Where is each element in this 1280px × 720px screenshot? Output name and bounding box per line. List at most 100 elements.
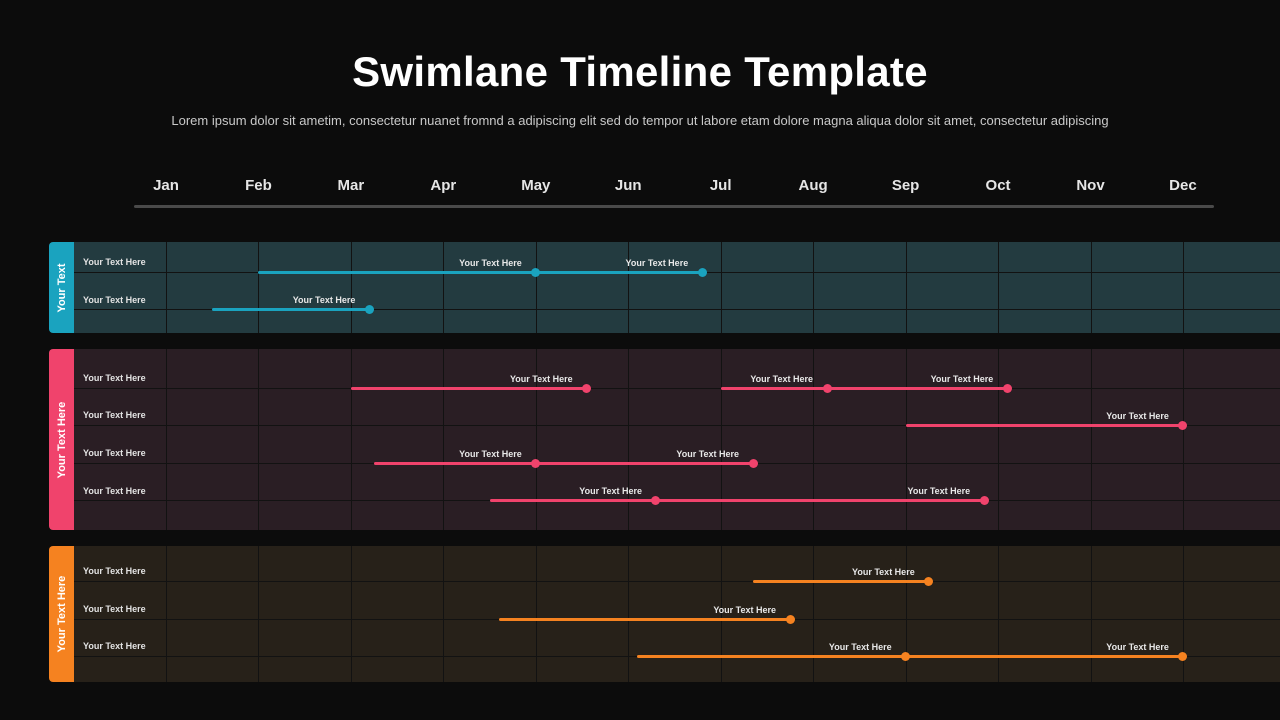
grid-vline — [813, 546, 814, 682]
milestone-dot[interactable] — [651, 495, 661, 505]
grid-vline — [1091, 546, 1092, 682]
grid-vline — [351, 242, 352, 333]
grid-vline — [1183, 349, 1184, 530]
grid-vline — [351, 546, 352, 682]
grid-vline — [536, 242, 537, 333]
grid-vline — [166, 546, 167, 682]
milestone-label: Your Text Here — [676, 449, 740, 459]
grid-vline — [351, 349, 352, 530]
grid-vline — [1091, 349, 1092, 530]
milestone-label: Your Text Here — [713, 605, 777, 615]
month-label-may: May — [521, 177, 551, 194]
milestone-dot[interactable] — [924, 576, 934, 586]
milestone-label: Your Text Here — [828, 642, 892, 652]
task-bar[interactable] — [258, 270, 703, 274]
row-label: Your Text Here — [83, 604, 146, 614]
task-bar[interactable] — [637, 654, 1183, 658]
grid-vline — [813, 349, 814, 530]
milestone-label: Your Text Here — [509, 374, 573, 384]
grid-vline — [628, 546, 629, 682]
milestone-label: Your Text Here — [1106, 642, 1169, 652]
swimlane-tab[interactable]: Your Text — [49, 242, 74, 333]
month-label-dec: Dec — [1169, 177, 1197, 194]
page-title: Swimlane Timeline Template — [352, 48, 928, 95]
grid-hline — [74, 388, 1280, 389]
milestone-label: Your Text Here — [852, 567, 915, 577]
month-label-aug: Aug — [798, 177, 828, 194]
month-label-feb: Feb — [245, 177, 272, 194]
milestone-label: Your Text Here — [750, 374, 814, 384]
milestone-label: Your Text Here — [907, 486, 971, 496]
milestone-label: Your Text Here — [1106, 411, 1169, 421]
month-label-jan: Jan — [153, 177, 179, 194]
task-bar[interactable] — [753, 579, 929, 583]
swimlane-tab-label: Your Text — [55, 262, 68, 313]
month-label-jul: Jul — [709, 177, 732, 194]
grid-vline — [166, 242, 167, 333]
task-bar[interactable] — [498, 617, 791, 621]
milestone-dot[interactable] — [1178, 420, 1188, 430]
swimlane-1: Your Text Your Text Here Your Text Here You… — [0, 242, 1280, 333]
milestone-dot[interactable] — [531, 458, 541, 468]
milestone-label: Your Text Here — [459, 449, 522, 459]
month-label-oct: Oct — [985, 177, 1011, 194]
milestone-dot[interactable] — [979, 495, 989, 505]
grid-vline — [443, 242, 444, 333]
milestone-dot[interactable] — [822, 383, 832, 393]
grid-vline — [258, 349, 259, 530]
grid-vline — [258, 242, 259, 333]
grid-vline — [721, 349, 722, 530]
task-bar[interactable] — [374, 461, 754, 465]
milestone-label: Your Text Here — [459, 258, 522, 268]
task-bar[interactable] — [720, 386, 1008, 390]
swimlane-tab-label: Your Text Here — [55, 575, 68, 653]
swimlane-3: Your Text Here Your Text Here Your Text He… — [0, 546, 1280, 682]
swimlane-tab[interactable]: Your Text Here — [49, 546, 74, 682]
task-bar[interactable] — [350, 386, 587, 390]
grid-vline — [721, 242, 722, 333]
page-subtitle: Lorem ipsum dolor sit ametim, consectetu… — [171, 113, 1109, 128]
grid-vline — [813, 242, 814, 333]
grid-vline — [906, 349, 907, 530]
month-label-sep: Sep — [891, 177, 920, 194]
swimlane-background — [74, 242, 1280, 333]
month-label-jun: Jun — [614, 177, 642, 194]
row-label: Your Text Here — [83, 295, 146, 305]
task-bar[interactable] — [212, 307, 370, 311]
milestone-dot[interactable] — [901, 651, 911, 661]
grid-vline — [721, 546, 722, 682]
milestone-dot[interactable] — [364, 304, 374, 314]
swimlane-tab[interactable]: Your Text Here — [49, 349, 74, 530]
milestone-dot[interactable] — [748, 458, 758, 468]
milestone-dot[interactable] — [582, 383, 592, 393]
grid-vline — [1183, 546, 1184, 682]
milestone-dot[interactable] — [1002, 383, 1012, 393]
task-bar[interactable] — [905, 423, 1183, 427]
milestone-label: Your Text Here — [930, 374, 994, 384]
milestone-dot[interactable] — [785, 614, 795, 624]
row-label: Your Text Here — [83, 448, 146, 458]
grid-vline — [536, 349, 537, 530]
grid-vline — [906, 546, 907, 682]
swimlane-2: Your Text Here Your Text Here Your Text He… — [0, 349, 1280, 530]
grid-vline — [998, 242, 999, 333]
milestone-dot[interactable] — [1178, 651, 1188, 661]
row-label: Your Text Here — [83, 410, 146, 420]
milestone-dot[interactable] — [531, 267, 541, 277]
grid-vline — [998, 546, 999, 682]
grid-vline — [998, 349, 999, 530]
grid-vline — [166, 349, 167, 530]
month-label-nov: Nov — [1076, 177, 1105, 194]
month-label-mar: Mar — [337, 177, 365, 194]
grid-vline — [628, 242, 629, 333]
swimlane-tab-label: Your Text Here — [55, 401, 68, 478]
grid-hline — [74, 425, 1280, 426]
grid-vline — [536, 546, 537, 682]
milestone-dot[interactable] — [697, 267, 707, 277]
month-label-apr: Apr — [430, 177, 457, 194]
milestone-label: Your Text Here — [625, 258, 689, 268]
grid-hline — [74, 309, 1280, 310]
grid-vline — [443, 349, 444, 530]
milestone-label: Your Text Here — [292, 295, 356, 305]
task-bar[interactable] — [489, 498, 985, 502]
